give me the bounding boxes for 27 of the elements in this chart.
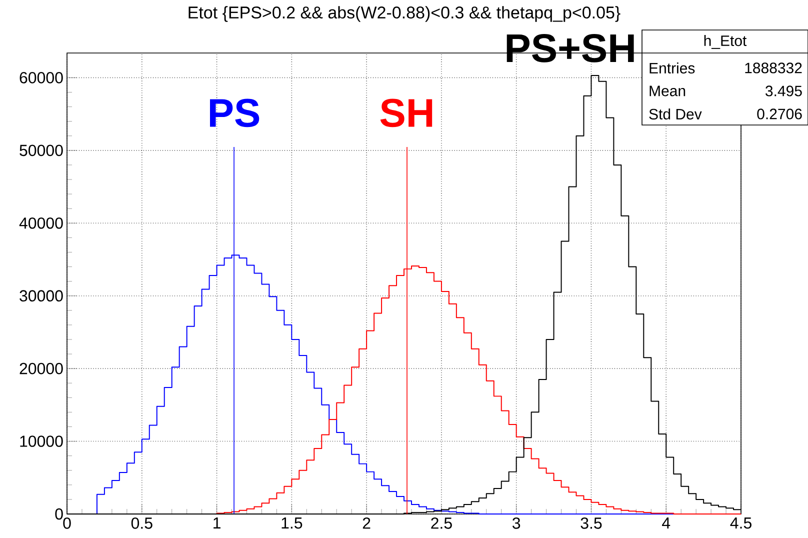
ref-line-label: SH (380, 98, 432, 128)
y-tick-label: 0 (55, 508, 63, 520)
annotation: Std Dev (649, 108, 702, 120)
y-tick-label: 20000 (20, 362, 63, 374)
y-tick-label: 60000 (20, 72, 63, 84)
y-tick-label: 50000 (20, 144, 63, 156)
x-tick-label: 2.5 (431, 518, 452, 529)
y-tick-label: 10000 (20, 436, 63, 447)
x-tick-label: 0 (63, 518, 71, 529)
annotation: Entries (650, 62, 695, 74)
x-tick-label: 2 (362, 518, 370, 529)
text: 3.495 (766, 86, 802, 96)
x-tick-label: 4 (662, 517, 670, 529)
chart-title: Etot {EPS>0.2 && abs(W2-0.88)<0.3 && thetapq_p<0.05} (188, 6, 620, 22)
x-tick-label: 3.5 (580, 518, 602, 529)
annotation: Mean (650, 86, 686, 96)
text: 0.2706 (757, 108, 802, 120)
text: h_Etot (704, 35, 747, 49)
x-tick-label: 1.5 (282, 517, 302, 529)
x-tick-label: 4.5 (730, 517, 752, 529)
x-tick-label: 1 (214, 517, 220, 529)
x-tick-label: 0.5 (131, 518, 152, 529)
y-tick-label: 40000 (19, 217, 63, 229)
text: 1888332 (745, 62, 802, 74)
x-tick-label: 3 (512, 518, 520, 529)
ref-line-label: PS (210, 98, 260, 128)
y-tick-label: 30000 (20, 290, 63, 302)
